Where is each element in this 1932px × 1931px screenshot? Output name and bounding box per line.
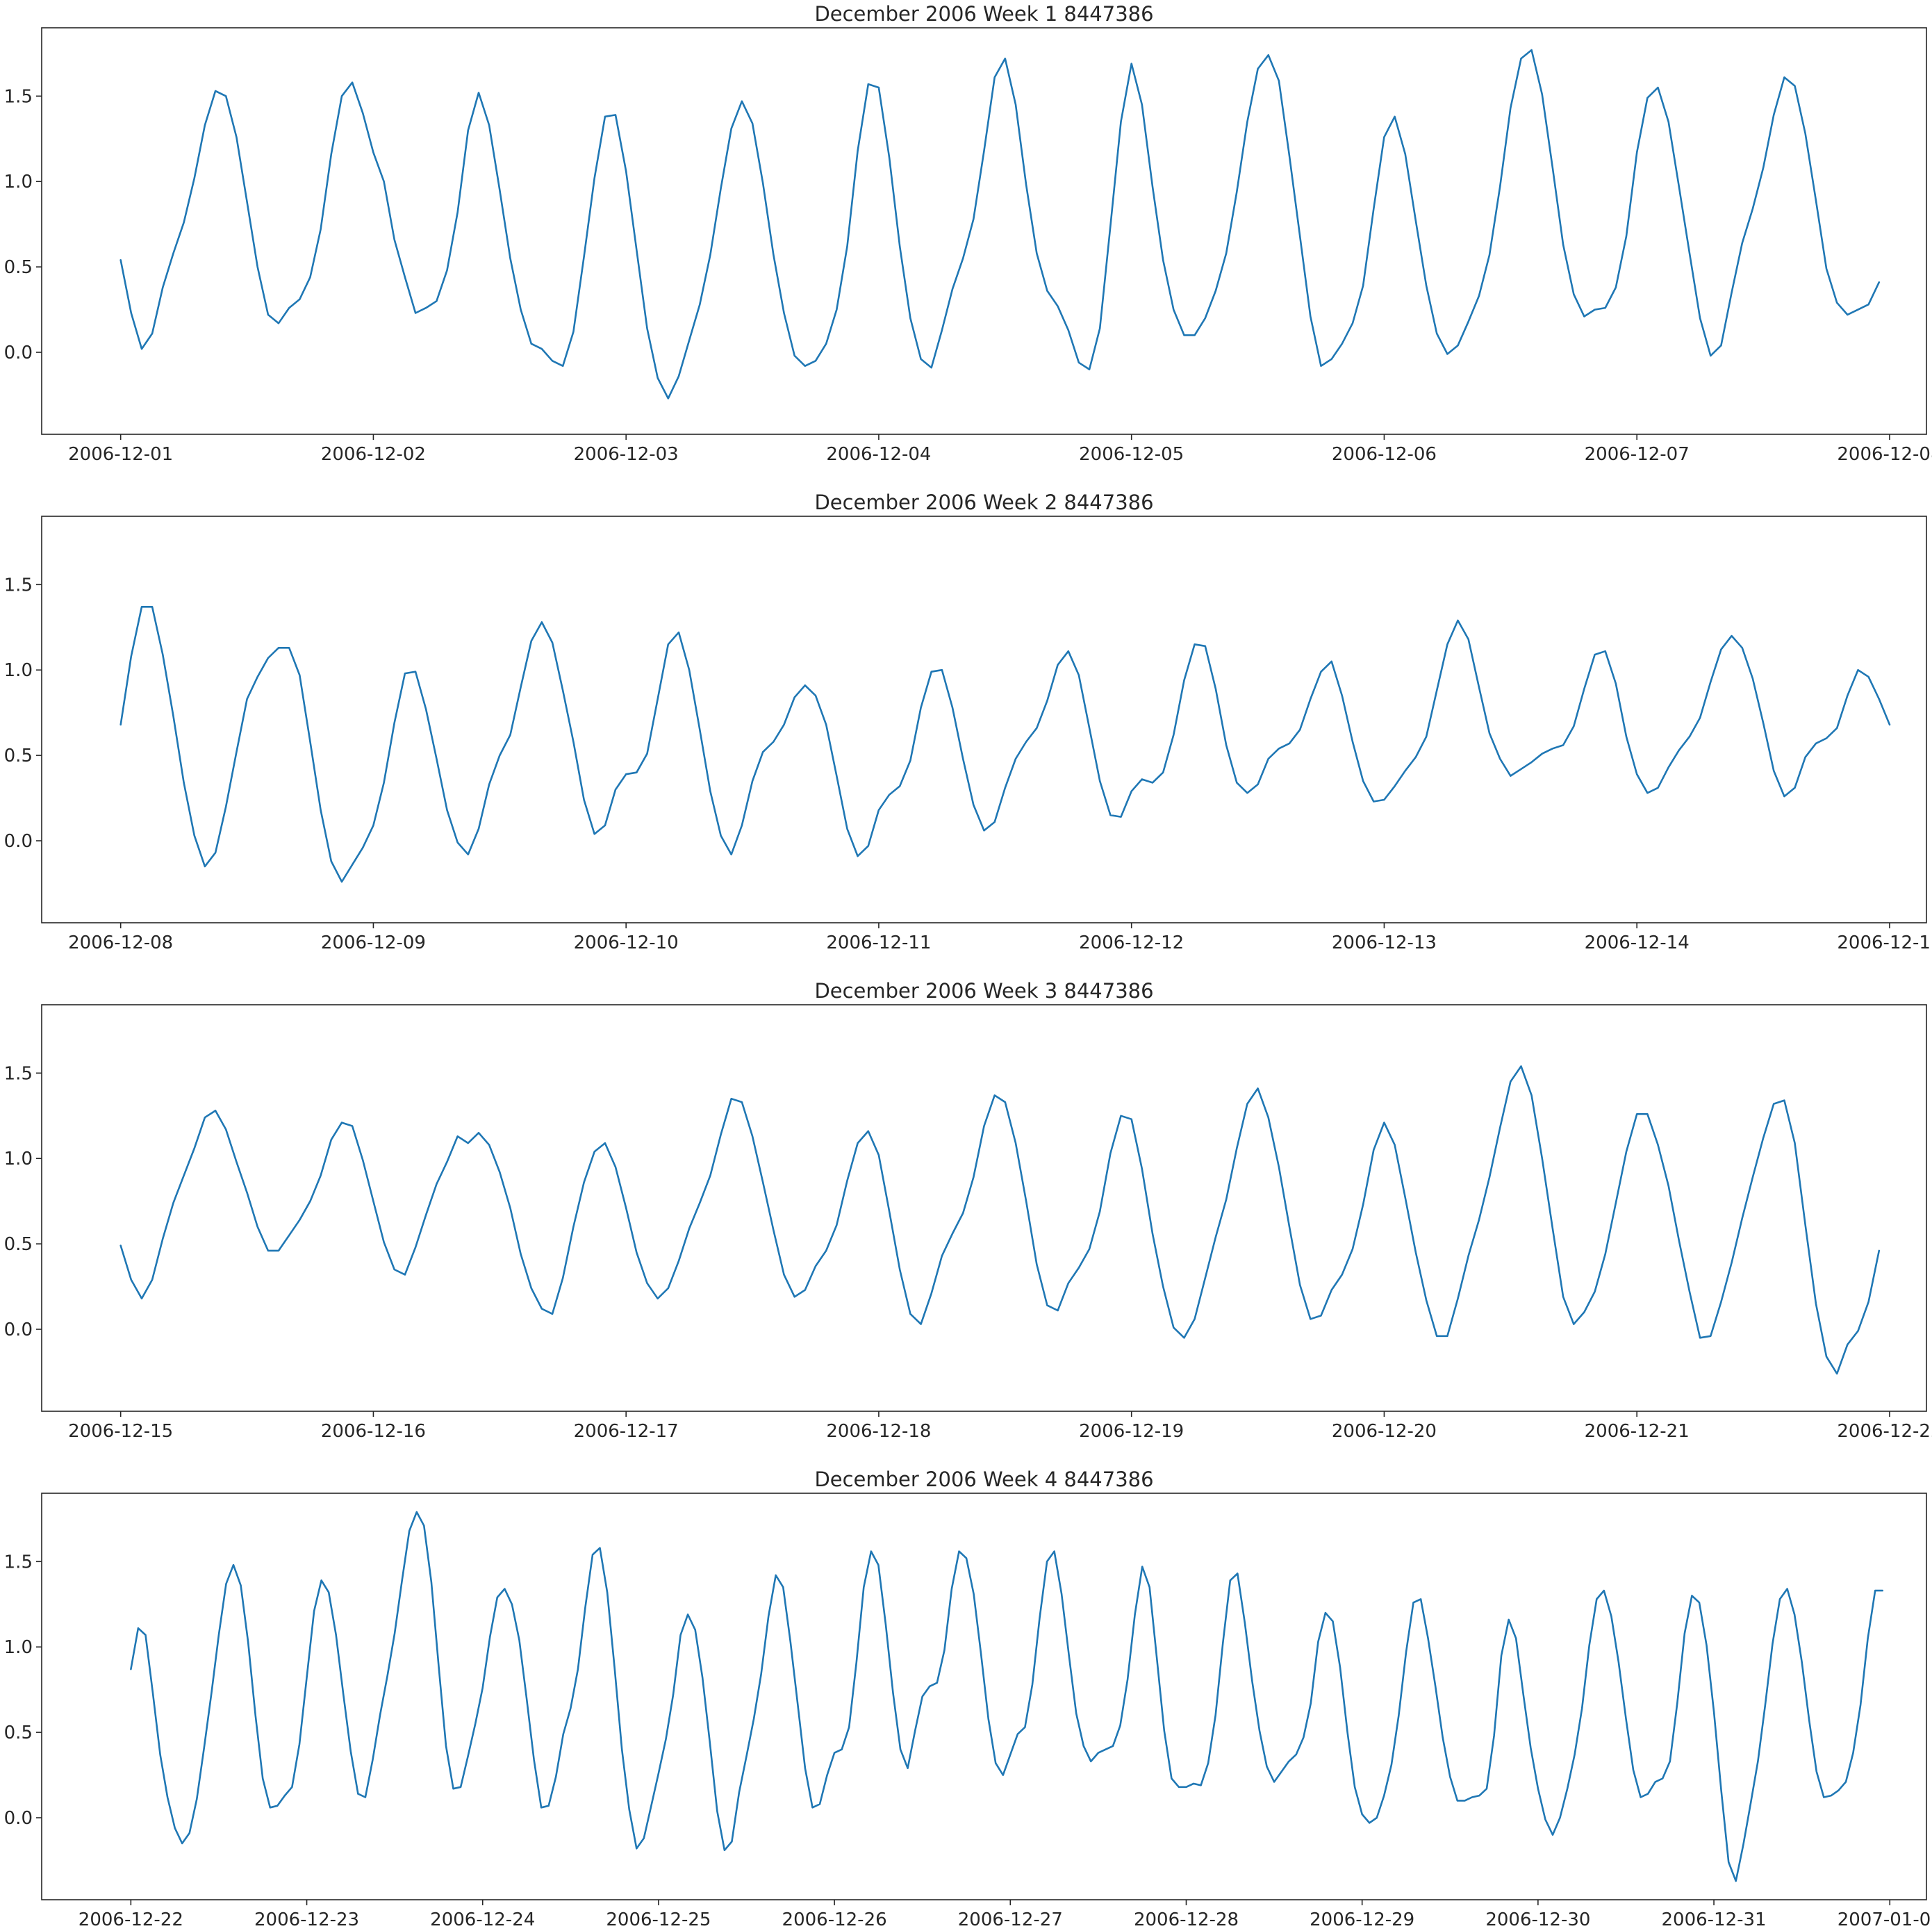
chart-week-4: December 2006 Week 4 8447386 2006-12-22 20…	[4, 1468, 1932, 1930]
y-tick-label: 0.5	[4, 1723, 33, 1743]
chart-week-3: December 2006 Week 3 8447386 2006-12-15 20…	[4, 979, 1932, 1442]
series-line	[119, 49, 1881, 400]
x-tick-label: 2006-12-13	[1332, 932, 1437, 953]
x-tick-label: 2007-01-01	[1838, 1909, 1932, 1930]
chart-title: December 2006 Week 3 8447386	[814, 979, 1153, 1003]
x-tick-label: 2006-12-10	[574, 932, 679, 953]
plot-frame	[41, 27, 1927, 435]
x-tick-label: 2006-12-12	[1079, 932, 1184, 953]
series-line	[119, 1065, 1881, 1375]
x-tick-label: 2006-12-04	[826, 444, 931, 465]
x-tick-label: 2006-12-29	[1310, 1909, 1414, 1930]
x-tick-label: 2006-12-21	[1585, 1421, 1690, 1442]
x-tick-label: 2006-12-23	[254, 1909, 359, 1930]
x-tick-label: 2006-12-11	[826, 932, 931, 953]
y-tick-label: 0.0	[4, 1320, 33, 1340]
x-tick-label: 2006-12-14	[1585, 932, 1690, 953]
y-tick-label: 0.0	[4, 1808, 33, 1829]
x-tick-label: 2006-12-22	[1837, 1421, 1932, 1442]
x-tick-label: 2006-12-09	[321, 932, 426, 953]
y-tick-label: 1.0	[4, 1637, 33, 1658]
x-tick-label: 2006-12-03	[574, 444, 679, 465]
x-tick-label: 2006-12-16	[321, 1421, 426, 1442]
plot-frame	[41, 516, 1927, 923]
y-tick-label: 0.0	[4, 831, 33, 852]
y-tick-label: 1.5	[4, 1552, 33, 1572]
plot-frame	[41, 1004, 1927, 1412]
chart-title: December 2006 Week 1 8447386	[814, 2, 1153, 26]
x-tick-label: 2006-12-15	[1837, 932, 1932, 953]
x-tick-label: 2006-12-20	[1332, 1421, 1437, 1442]
y-tick-label: 0.5	[4, 257, 33, 278]
chart-title: December 2006 Week 4 8447386	[814, 1468, 1153, 1491]
x-tick-label: 2006-12-22	[79, 1909, 183, 1930]
x-tick-label: 2006-12-17	[574, 1421, 679, 1442]
y-tick-label: 1.0	[4, 660, 33, 681]
x-tick-label: 2006-12-19	[1079, 1421, 1184, 1442]
x-tick-label: 2006-12-30	[1485, 1909, 1590, 1930]
chart-week-2: December 2006 Week 2 8447386 2006-12-08 20…	[4, 491, 1932, 953]
x-tick-label: 2006-12-02	[321, 444, 426, 465]
x-tick-label: 2006-12-18	[826, 1421, 931, 1442]
x-tick-label: 2006-12-31	[1662, 1909, 1767, 1930]
chart-week-1: December 2006 Week 1 8447386 2006-12-01 20…	[4, 2, 1932, 465]
x-tick-label: 2006-12-27	[958, 1909, 1063, 1930]
y-tick-label: 1.0	[4, 1149, 33, 1169]
x-tick-label: 2006-12-07	[1585, 444, 1690, 465]
x-tick-label: 2006-12-06	[1332, 444, 1437, 465]
x-tick-label: 2006-12-26	[782, 1909, 887, 1930]
x-tick-label: 2006-12-28	[1134, 1909, 1239, 1930]
y-tick-label: 1.0	[4, 172, 33, 192]
y-tick-label: 1.5	[4, 1063, 33, 1084]
x-tick-label: 2006-12-01	[68, 444, 173, 465]
y-tick-label: 0.5	[4, 1234, 33, 1255]
chart-title: December 2006 Week 2 8447386	[814, 491, 1153, 514]
x-tick-label: 2006-12-25	[606, 1909, 711, 1930]
y-tick-label: 1.5	[4, 86, 33, 107]
plot-frame	[41, 1493, 1927, 1900]
series-line	[119, 605, 1891, 883]
x-tick-label: 2006-12-15	[68, 1421, 173, 1442]
x-tick-label: 2006-12-08	[68, 932, 173, 953]
x-tick-label: 2006-12-05	[1079, 444, 1184, 465]
y-tick-label: 0.0	[4, 343, 33, 363]
x-tick-label: 2006-12-24	[430, 1909, 535, 1930]
series-line	[130, 1511, 1883, 1882]
y-tick-label: 1.5	[4, 575, 33, 595]
x-tick-label: 2006-12-08	[1837, 444, 1932, 465]
y-tick-label: 0.5	[4, 746, 33, 766]
